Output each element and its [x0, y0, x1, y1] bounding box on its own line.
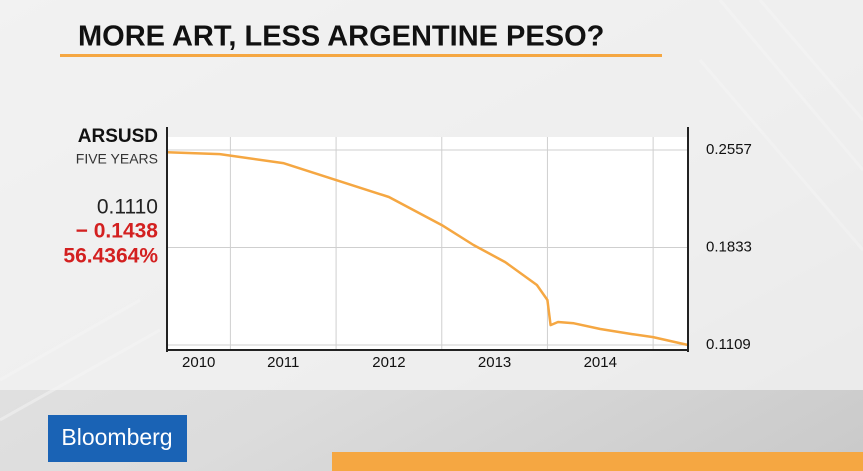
y-tick-label: 0.2557 — [706, 141, 752, 158]
y-tick-label: 0.1109 — [706, 336, 751, 353]
x-tick-label: 2011 — [267, 354, 299, 371]
title-underline — [60, 54, 662, 57]
ticker: ARSUSD — [78, 126, 158, 147]
last-price: 0.1110 — [97, 196, 158, 219]
x-tick-label: 2013 — [478, 354, 511, 371]
ticker-bar — [332, 452, 863, 471]
x-tick-label: 2014 — [584, 354, 617, 371]
title: MORE ART, LESS ARGENTINE PESO? — [78, 21, 604, 53]
x-tick-label: 2012 — [372, 354, 405, 371]
percent-change: 56.4364% — [63, 245, 158, 268]
price-change: − 0.1438 — [76, 220, 159, 243]
period: FIVE YEARS — [76, 151, 158, 167]
plot-area — [167, 137, 688, 350]
brand-text: Bloomberg — [61, 424, 172, 450]
price-line — [166, 151, 689, 347]
brand-logo — [48, 415, 187, 462]
x-tick-label: 2010 — [182, 354, 215, 371]
y-tick-label: 0.1833 — [706, 239, 752, 256]
